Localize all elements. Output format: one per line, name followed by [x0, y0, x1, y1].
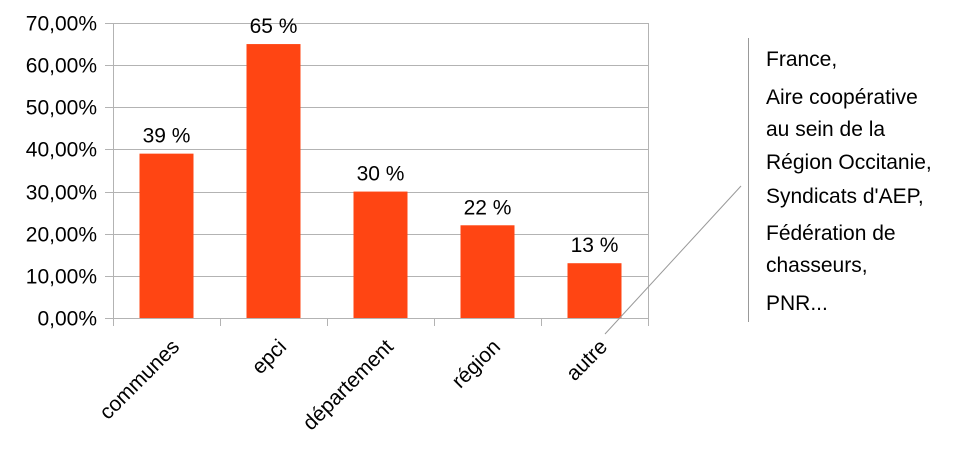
- y-tick-label: 30,00%: [26, 182, 97, 205]
- y-axis-tick-labels: 0,00% 10,00% 20,00% 30,00% 40,00% 50,00% 60,00…: [26, 13, 97, 331]
- data-labels: 39 % 65 % 30 % 22 % 13 %: [143, 15, 619, 257]
- annotation-text-line: au sein de la: [766, 118, 885, 141]
- annotation-text-line: France,: [766, 48, 837, 71]
- x-tick-label: région: [447, 335, 505, 393]
- axes: [113, 23, 649, 326]
- data-label: 65 %: [250, 15, 298, 38]
- x-tick-label: communes: [95, 335, 184, 424]
- data-label: 39 %: [143, 125, 191, 148]
- bars: [139, 44, 622, 318]
- annotation-text-line: PNR...: [766, 292, 828, 315]
- annotation: France, Aire coopérative au sein de la Régi…: [604, 38, 932, 335]
- bar-département: [353, 191, 408, 318]
- x-tick-label: département: [298, 335, 398, 435]
- y-tick-label: 50,00%: [26, 97, 97, 120]
- x-tick-label: autre: [562, 335, 612, 385]
- annotation-text-line: Fédération de: [766, 222, 896, 245]
- x-tick-label: epci: [248, 335, 292, 379]
- y-tick-label: 10,00%: [26, 266, 97, 289]
- y-tick-label: 40,00%: [26, 139, 97, 162]
- y-tick-label: 60,00%: [26, 55, 97, 78]
- annotation-text-line: Syndicats d'AEP,: [766, 185, 924, 208]
- y-tick-label: 20,00%: [26, 224, 97, 247]
- bar-région: [460, 225, 515, 318]
- bar-communes: [139, 153, 194, 318]
- bar-epci: [246, 44, 301, 318]
- y-tick-label: 70,00%: [26, 13, 97, 36]
- annotation-leader-line: [604, 185, 742, 335]
- data-label: 13 %: [571, 234, 619, 257]
- data-label: 30 %: [357, 163, 405, 186]
- x-axis-tick-labels: communes epci département région autre: [95, 335, 612, 435]
- y-tick-label: 0,00%: [37, 308, 97, 331]
- bar-autre: [567, 263, 622, 318]
- annotation-text-line: Région Occitanie,: [766, 151, 932, 174]
- data-label: 22 %: [464, 196, 512, 219]
- annotation-text-line: chasseurs,: [766, 254, 868, 277]
- annotation-text-line: Aire coopérative: [766, 86, 918, 109]
